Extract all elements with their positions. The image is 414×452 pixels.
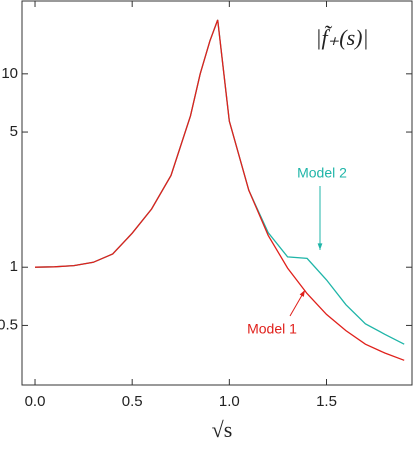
series-label: Model 2 xyxy=(297,165,347,181)
x-axis-label: √s xyxy=(212,417,233,442)
y-tick-label: 1 xyxy=(10,258,18,275)
annotation-arrowhead xyxy=(299,290,305,297)
x-tick-label: 0.0 xyxy=(25,393,46,410)
x-tick-label: 0.5 xyxy=(122,393,143,410)
chart-title: |f̃₊(s)| xyxy=(315,25,368,50)
y-tick-label: 0.5 xyxy=(0,316,18,333)
x-tick-label: 1.0 xyxy=(219,393,240,410)
series-label: Model 1 xyxy=(247,321,297,337)
series-line xyxy=(34,19,405,361)
y-tick-label: 5 xyxy=(10,123,18,140)
plot-frame xyxy=(21,0,413,386)
annotation-arrowhead xyxy=(317,243,323,250)
y-tick-label: 10 xyxy=(1,65,18,82)
x-tick-label: 1.5 xyxy=(316,393,337,410)
series-line xyxy=(34,19,405,345)
